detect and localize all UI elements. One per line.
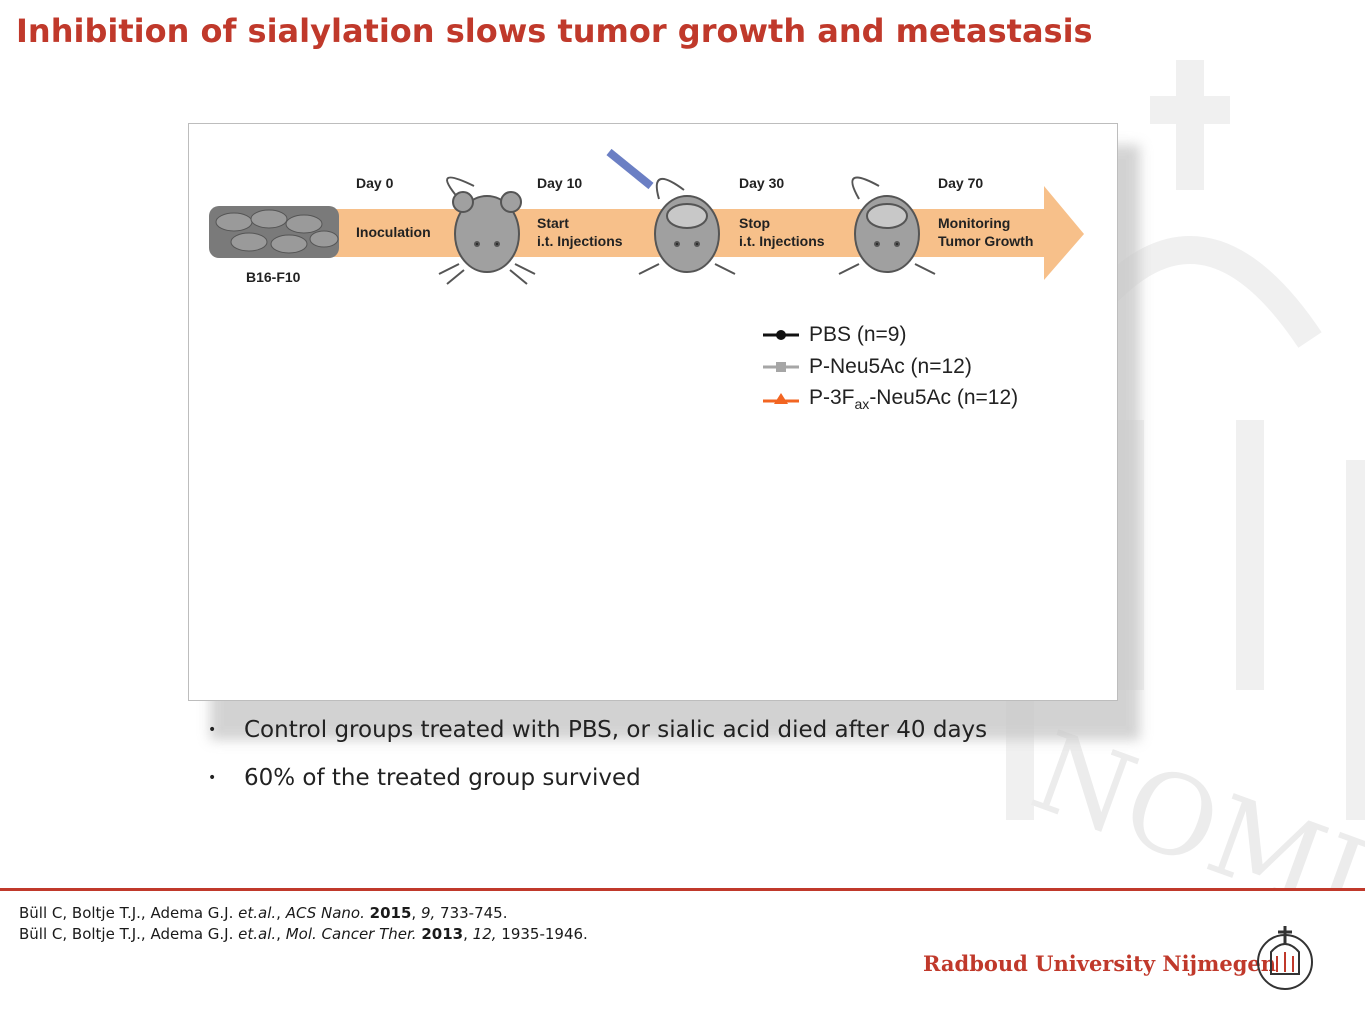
syringe-icon xyxy=(606,148,654,190)
step-day-0: Day 0 xyxy=(356,175,394,191)
step-label-2a: Stop xyxy=(739,215,770,231)
circle-marker-icon xyxy=(759,325,803,345)
step-label-3a: Monitoring xyxy=(938,215,1010,231)
step-label-1b: i.t. Injections xyxy=(537,233,623,249)
bullet-text: 60% of the treated group survived xyxy=(244,765,641,791)
step-day-2: Day 30 xyxy=(739,175,784,191)
bullet-dot-icon: • xyxy=(208,722,217,738)
mouse-icon-1 xyxy=(438,176,536,285)
tumor-cells-illustration xyxy=(209,206,339,258)
references: Büll C, Boltje T.J., Adema G.J. et.al., … xyxy=(19,903,588,945)
reference-2: Büll C, Boltje T.J., Adema G.J. et.al., … xyxy=(19,925,588,943)
footer-divider xyxy=(0,888,1365,891)
legend-item-p-3fax-neu5ac: P-3Fax-Neu5Ac (n=12) xyxy=(759,383,1089,415)
step-label-3b: Tumor Growth xyxy=(938,233,1033,249)
mouse-icon-2 xyxy=(638,178,736,275)
bullet-list: • Control groups treated with PBS, or si… xyxy=(208,706,987,802)
step-label-1a: Start xyxy=(537,215,569,231)
legend-item-pbs: PBS (n=9) xyxy=(759,319,1089,351)
cell-line-label: B16-F10 xyxy=(246,269,301,285)
bullet-text: Control groups treated with PBS, or sial… xyxy=(244,717,988,743)
timeline-diagram: B16-F10 Day 0 Inoculation Day 10 Start i… xyxy=(209,148,1084,285)
slide-title: Inhibition of sialylation slows tumor gr… xyxy=(16,12,1093,50)
experiment-figure: B16-F10 Day 0 Inoculation Day 10 Start i… xyxy=(188,123,1118,701)
legend-item-p-neu5ac: P-Neu5Ac (n=12) xyxy=(759,351,1089,383)
legend-label-p-neu5ac: P-Neu5Ac (n=12) xyxy=(809,355,972,378)
chart-legend: PBS (n=9) P-Neu5Ac (n=12) P-3Fax-Neu5Ac … xyxy=(759,319,1089,415)
step-label-2b: i.t. Injections xyxy=(739,233,825,249)
bullet-item: • Control groups treated with PBS, or si… xyxy=(208,706,987,754)
step-day-3: Day 70 xyxy=(938,175,983,191)
square-marker-icon xyxy=(759,357,803,377)
bullet-dot-icon: • xyxy=(208,770,217,786)
step-label-0: Inoculation xyxy=(356,224,431,240)
bullet-item: • 60% of the treated group survived xyxy=(208,754,987,802)
legend-label-p-3fax-neu5ac: P-3Fax-Neu5Ac (n=12) xyxy=(809,385,1019,413)
university-seal-icon xyxy=(1257,926,1313,990)
university-name: Radboud University Nijmegen xyxy=(923,951,1277,976)
step-day-1: Day 10 xyxy=(537,175,582,191)
triangle-marker-icon xyxy=(759,389,803,409)
legend-label-pbs: PBS (n=9) xyxy=(809,323,907,346)
reference-1: Büll C, Boltje T.J., Adema G.J. et.al., … xyxy=(19,904,508,922)
mouse-icon-3 xyxy=(838,176,936,275)
